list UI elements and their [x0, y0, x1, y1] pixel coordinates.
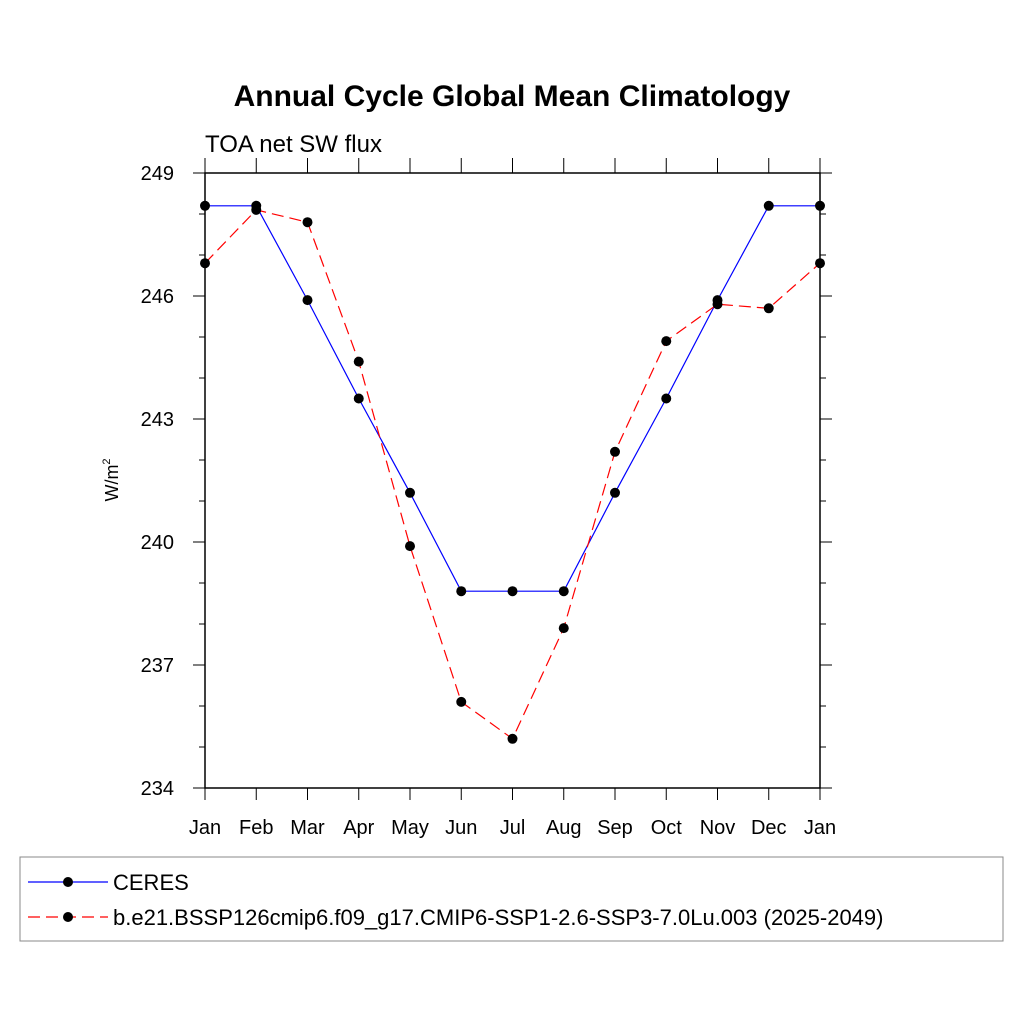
- series-2: [200, 204, 825, 744]
- y-tick-label: 234: [141, 778, 174, 800]
- y-axis-tick-labels: 234 237 240 243 246 249: [141, 163, 174, 800]
- plot-frame: [204, 172, 821, 789]
- data-point: [610, 487, 620, 498]
- x-tick-label: Mar: [290, 817, 325, 839]
- chart-subtitle: TOA net SW flux: [205, 131, 382, 158]
- chart-title: Annual Cycle Global Mean Climatology: [234, 80, 791, 113]
- x-tick-label: Apr: [343, 817, 374, 839]
- series-layer: [200, 200, 825, 744]
- x-tick-label: May: [391, 817, 429, 839]
- legend-item: b.e21.BSSP126cmip6.f09_g17.CMIP6-SSP1-2.…: [28, 905, 883, 930]
- data-point: [507, 733, 518, 744]
- data-point: [353, 356, 364, 367]
- data-point: [558, 586, 569, 597]
- x-tick-label: Nov: [700, 817, 736, 839]
- data-point: [507, 586, 518, 597]
- y-axis-title: W/m2: [101, 458, 122, 501]
- y-axis-title-text: W/m: [102, 465, 122, 502]
- y-tick-label: 249: [141, 163, 174, 185]
- legend: CERES b.e21.BSSP126cmip6.f09_g17.CMIP6-SS…: [19, 856, 1004, 942]
- axis-ticks: [193, 158, 832, 800]
- series-1: [200, 200, 825, 597]
- svg-text:W/m2: W/m2: [101, 458, 122, 501]
- data-point: [251, 204, 262, 215]
- y-axis-title-superscript: 2: [101, 458, 113, 464]
- data-point: [456, 696, 467, 707]
- legend-marker: [63, 877, 73, 887]
- y-tick-label: 240: [141, 532, 174, 554]
- x-tick-label: Dec: [751, 817, 787, 839]
- data-point: [763, 303, 774, 314]
- data-point: [558, 623, 569, 634]
- series-line: [205, 205, 820, 592]
- y-tick-label: 243: [141, 409, 174, 431]
- data-point: [302, 217, 313, 228]
- x-tick-label: Jan: [804, 817, 836, 839]
- data-point: [763, 200, 774, 211]
- legend-label: b.e21.BSSP126cmip6.f09_g17.CMIP6-SSP1-2.…: [113, 905, 883, 930]
- x-tick-label: Feb: [239, 817, 273, 839]
- x-tick-label: Aug: [546, 817, 582, 839]
- data-point: [302, 295, 313, 306]
- x-axis-tick-labels: Jan Feb Mar Apr May Jun Jul Aug Sep Oct Nov Dec Jan: [189, 817, 836, 839]
- legend-box: [19, 856, 1004, 942]
- data-point: [405, 487, 415, 498]
- y-tick-label: 237: [141, 655, 174, 677]
- data-point: [712, 299, 723, 310]
- x-tick-label: Oct: [651, 817, 683, 839]
- series-line: [204, 209, 821, 740]
- legend-marker: [63, 912, 73, 922]
- x-tick-label: Jan: [189, 817, 221, 839]
- data-point: [353, 393, 364, 404]
- data-point: [661, 393, 672, 404]
- data-point: [456, 586, 467, 597]
- x-tick-label: Jul: [500, 817, 526, 839]
- y-tick-label: 246: [141, 286, 174, 308]
- data-point: [405, 541, 415, 552]
- x-tick-label: Jun: [445, 817, 477, 839]
- data-point: [661, 336, 672, 347]
- x-tick-label: Sep: [597, 817, 633, 839]
- data-point: [610, 446, 620, 457]
- legend-item: CERES: [28, 870, 189, 895]
- legend-label: CERES: [113, 870, 189, 895]
